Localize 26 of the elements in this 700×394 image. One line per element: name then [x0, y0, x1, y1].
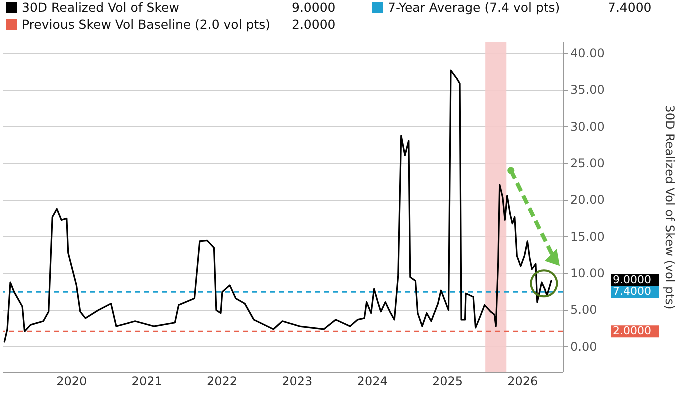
- x-tick-label: 2023: [282, 374, 313, 388]
- text: 9.0000: [613, 273, 652, 286]
- y-axis-title: 30D Realized Vol of Skew (vol pts): [662, 105, 677, 310]
- legend-label: 7-Year Average (7.4 vol pts): [388, 0, 562, 15]
- y-tick-label: 25.00: [570, 156, 605, 170]
- x-tick-label: 2021: [132, 374, 162, 388]
- text: 2.0000: [292, 17, 337, 32]
- x-tick-label: 2026: [508, 374, 538, 388]
- y-tick-label: 40.00: [570, 46, 605, 60]
- y-tick-label: 20.00: [570, 193, 605, 208]
- x-tick-label: 2024: [357, 374, 388, 388]
- y-tick-label: 15.00: [570, 230, 605, 244]
- x-tick-label: 2020: [56, 374, 88, 388]
- text: 7.4000: [613, 285, 652, 298]
- y-tick-label: 10.00: [570, 266, 605, 280]
- legend-label: 30D Realized Vol of Skew: [22, 0, 180, 15]
- text: 9.0000: [292, 0, 337, 15]
- y-tick-label: 30.00: [570, 120, 605, 134]
- y-tick-label: 0.00: [570, 340, 598, 354]
- x-tick-label: 2022: [206, 374, 238, 388]
- y-tick-label: 35.00: [570, 83, 605, 98]
- x-tick-label: 2025: [432, 374, 464, 388]
- text: 7.4000: [608, 0, 652, 15]
- text: 2.0000: [613, 324, 652, 338]
- legend-label: Previous Skew Vol Baseline (2.0 vol pts): [22, 17, 272, 32]
- y-tick-label: 5.00: [570, 303, 598, 318]
